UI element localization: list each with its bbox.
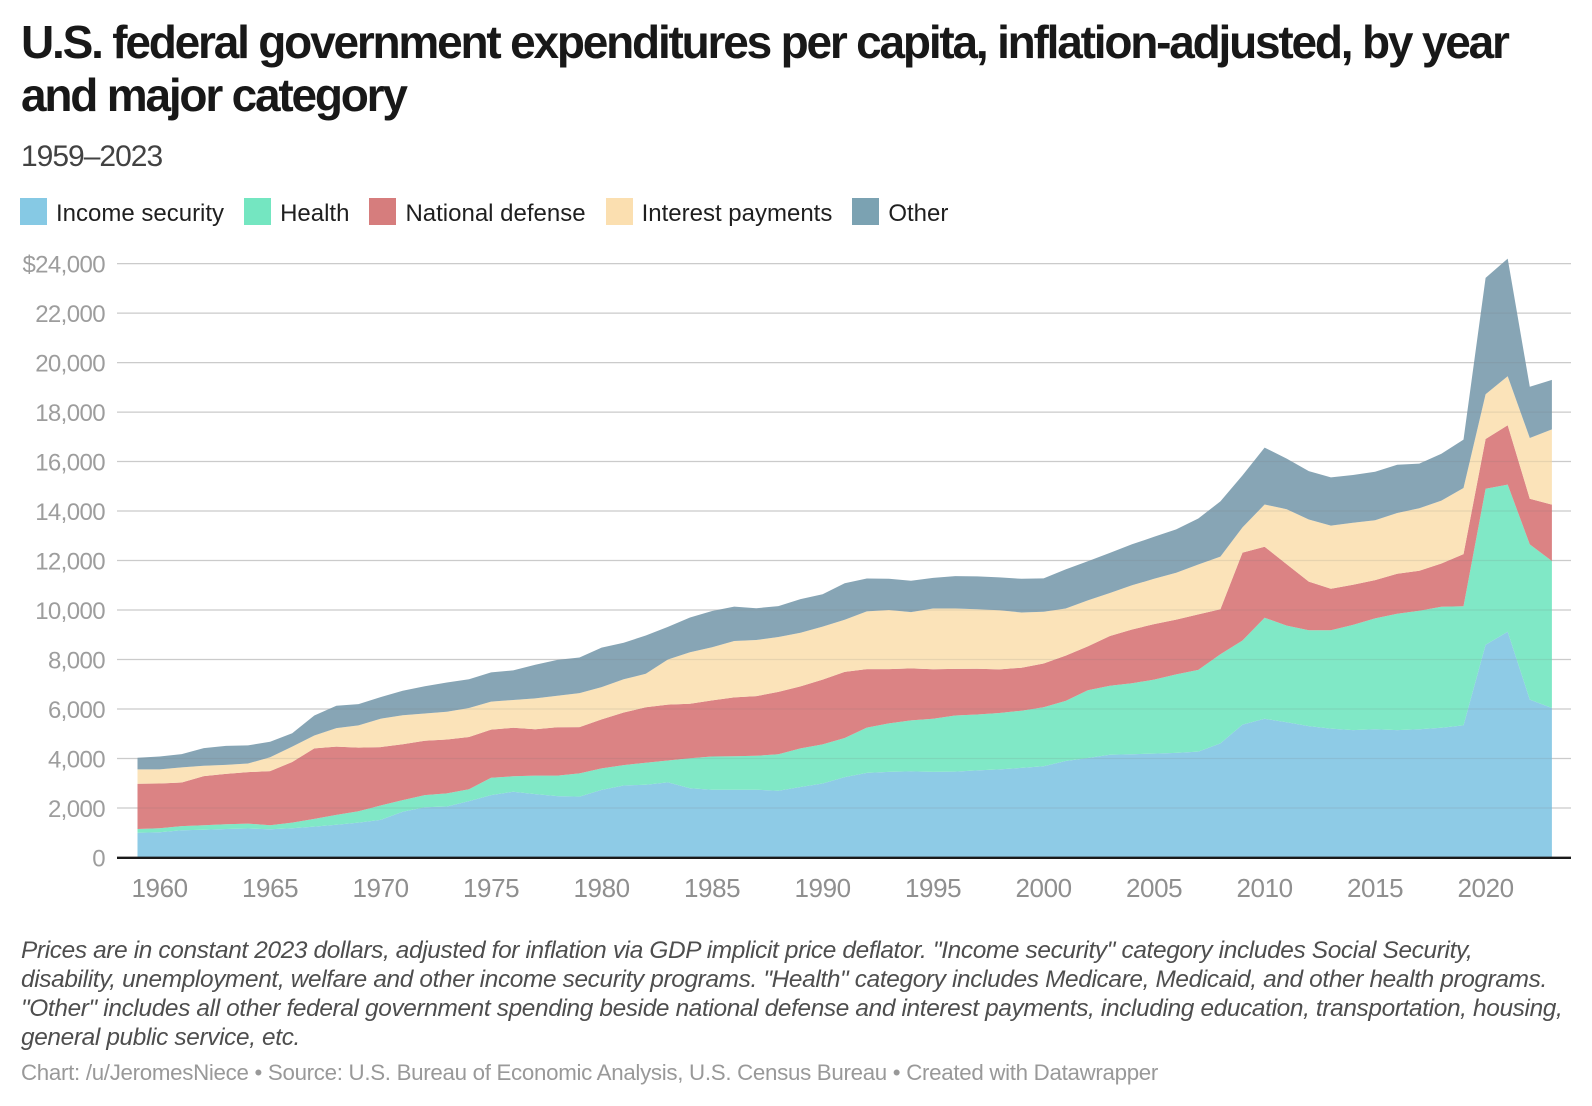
svg-text:0: 0 <box>92 846 105 873</box>
svg-text:2015: 2015 <box>1347 873 1403 903</box>
svg-text:20,000: 20,000 <box>35 351 105 378</box>
svg-text:22,000: 22,000 <box>35 301 105 328</box>
svg-text:14,000: 14,000 <box>35 499 105 526</box>
svg-text:1985: 1985 <box>684 873 740 903</box>
svg-text:1960: 1960 <box>131 873 187 903</box>
svg-text:2000: 2000 <box>1015 873 1071 903</box>
svg-text:$24,000: $24,000 <box>22 252 105 279</box>
svg-text:1990: 1990 <box>794 873 850 903</box>
svg-text:2005: 2005 <box>1126 873 1182 903</box>
svg-text:10,000: 10,000 <box>35 598 105 625</box>
svg-text:6,000: 6,000 <box>48 697 105 724</box>
svg-text:1970: 1970 <box>352 873 408 903</box>
svg-text:2,000: 2,000 <box>48 796 105 823</box>
svg-text:1965: 1965 <box>242 873 298 903</box>
svg-text:8,000: 8,000 <box>48 648 105 675</box>
svg-text:16,000: 16,000 <box>35 450 105 477</box>
svg-text:18,000: 18,000 <box>35 400 105 427</box>
svg-text:1975: 1975 <box>463 873 519 903</box>
svg-text:2020: 2020 <box>1457 873 1513 903</box>
svg-text:1995: 1995 <box>905 873 961 903</box>
svg-text:1980: 1980 <box>573 873 629 903</box>
svg-text:4,000: 4,000 <box>48 747 105 774</box>
svg-text:12,000: 12,000 <box>35 549 105 576</box>
svg-text:2010: 2010 <box>1236 873 1292 903</box>
